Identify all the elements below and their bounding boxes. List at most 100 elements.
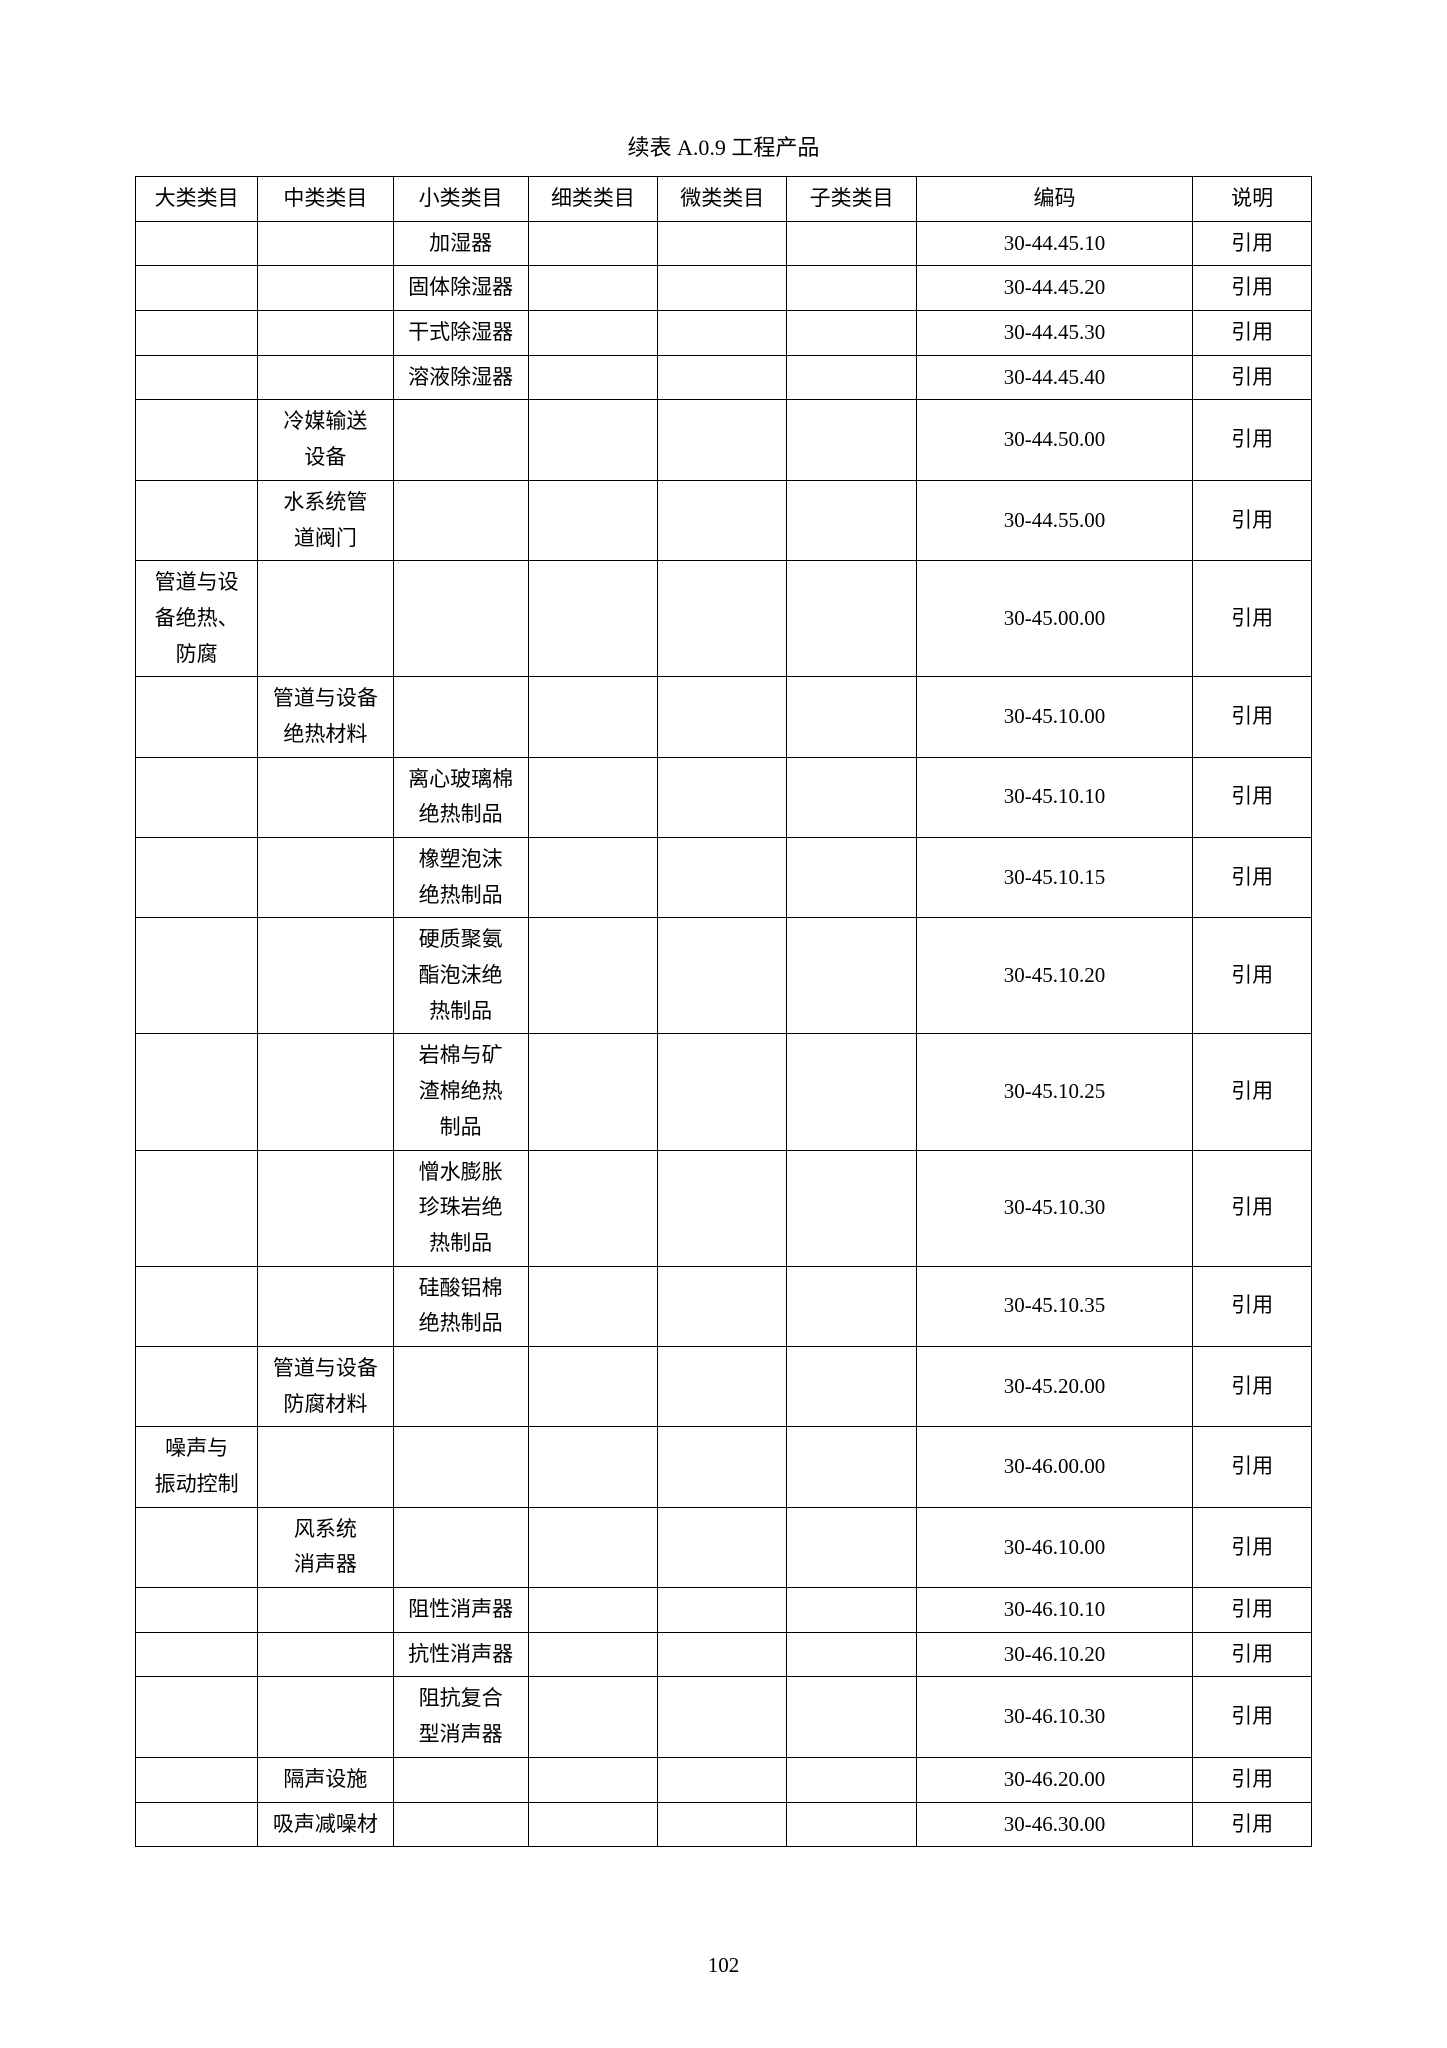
table-cell [136,1588,258,1633]
table-cell [658,1757,787,1802]
table-cell [658,1034,787,1150]
col-header: 微类类目 [658,177,787,222]
col-header: 小类类目 [393,177,528,222]
table-cell [258,757,393,837]
table-cell [136,1757,258,1802]
table-row: 管道与设备绝热、防腐30-45.00.00引用 [136,561,1312,677]
table-cell [787,1507,916,1587]
table-cell [787,1757,916,1802]
table-cell: 水系统管道阀门 [258,480,393,560]
document-page: 续表 A.0.9 工程产品 大类类目 中类类目 小类类目 细类类目 微类类目 子… [0,0,1447,1907]
col-header: 说明 [1193,177,1312,222]
table-cell [136,221,258,266]
table-row: 橡塑泡沫绝热制品30-45.10.15引用 [136,838,1312,918]
table-cell: 30-44.50.00 [916,400,1192,480]
table-cell [658,757,787,837]
table-cell: 30-45.10.20 [916,918,1192,1034]
table-caption: 续表 A.0.9 工程产品 [135,130,1312,162]
table-cell [787,757,916,837]
table-cell: 30-45.00.00 [916,561,1192,677]
table-cell [393,677,528,757]
table-cell: 30-44.55.00 [916,480,1192,560]
table-cell: 30-46.10.30 [916,1677,1192,1757]
table-cell: 30-46.10.20 [916,1632,1192,1677]
table-cell: 岩棉与矿渣棉绝热制品 [393,1034,528,1150]
table-row: 固体除湿器30-44.45.20引用 [136,266,1312,311]
table-cell: 30-45.10.10 [916,757,1192,837]
table-row: 阻抗复合型消声器30-46.10.30引用 [136,1677,1312,1757]
table-row: 吸声减噪材30-46.30.00引用 [136,1802,1312,1847]
table-row: 阻性消声器30-46.10.10引用 [136,1588,1312,1633]
table-cell [787,221,916,266]
table-cell [658,1150,787,1266]
table-cell: 冷媒输送设备 [258,400,393,480]
table-cell [258,266,393,311]
table-cell [136,918,258,1034]
table-row: 隔声设施30-46.20.00引用 [136,1757,1312,1802]
table-cell: 抗性消声器 [393,1632,528,1677]
table-cell [393,1802,528,1847]
table-cell [528,1757,657,1802]
table-cell [787,355,916,400]
table-cell: 30-46.10.00 [916,1507,1192,1587]
table-cell [393,1757,528,1802]
table-cell [528,1346,657,1426]
table-cell [393,400,528,480]
table-cell: 溶液除湿器 [393,355,528,400]
table-cell: 引用 [1193,677,1312,757]
table-cell [787,838,916,918]
table-cell: 30-45.10.15 [916,838,1192,918]
table-cell [658,1632,787,1677]
table-cell: 30-44.45.10 [916,221,1192,266]
classification-table: 大类类目 中类类目 小类类目 细类类目 微类类目 子类类目 编码 说明 加湿器3… [135,176,1312,1847]
table-cell [136,757,258,837]
table-cell: 憎水膨胀珍珠岩绝热制品 [393,1150,528,1266]
table-cell [658,838,787,918]
table-cell: 30-46.00.00 [916,1427,1192,1507]
table-cell [258,1677,393,1757]
table-cell [528,1677,657,1757]
table-cell [136,355,258,400]
table-cell: 管道与设备绝热材料 [258,677,393,757]
table-cell [258,1034,393,1150]
table-cell [136,311,258,356]
table-cell: 离心玻璃棉绝热制品 [393,757,528,837]
table-row: 离心玻璃棉绝热制品30-45.10.10引用 [136,757,1312,837]
table-cell [258,1588,393,1633]
table-cell [658,1588,787,1633]
table-cell [528,355,657,400]
table-cell: 引用 [1193,221,1312,266]
table-cell: 噪声与振动控制 [136,1427,258,1507]
table-cell [528,311,657,356]
table-cell: 固体除湿器 [393,266,528,311]
table-cell: 引用 [1193,1507,1312,1587]
table-cell [258,838,393,918]
table-cell [658,918,787,1034]
table-cell [787,400,916,480]
table-cell [528,838,657,918]
table-cell: 隔声设施 [258,1757,393,1802]
table-cell: 硅酸铝棉绝热制品 [393,1266,528,1346]
table-cell [258,1150,393,1266]
col-header: 大类类目 [136,177,258,222]
table-cell [258,918,393,1034]
table-row: 加湿器30-44.45.10引用 [136,221,1312,266]
table-body: 加湿器30-44.45.10引用固体除湿器30-44.45.20引用干式除湿器 3… [136,221,1312,1847]
table-cell: 引用 [1193,1346,1312,1426]
table-cell [258,221,393,266]
table-cell [528,1507,657,1587]
table-cell: 引用 [1193,1266,1312,1346]
table-cell [393,1427,528,1507]
table-cell [136,1150,258,1266]
table-cell: 30-45.10.25 [916,1034,1192,1150]
table-cell [528,400,657,480]
table-cell: 干式除湿器 [393,311,528,356]
table-cell [787,1802,916,1847]
table-cell: 引用 [1193,1677,1312,1757]
table-cell [136,1346,258,1426]
table-cell: 引用 [1193,1632,1312,1677]
table-cell [136,1677,258,1757]
col-header: 子类类目 [787,177,916,222]
table-cell [136,1802,258,1847]
table-cell: 30-46.30.00 [916,1802,1192,1847]
